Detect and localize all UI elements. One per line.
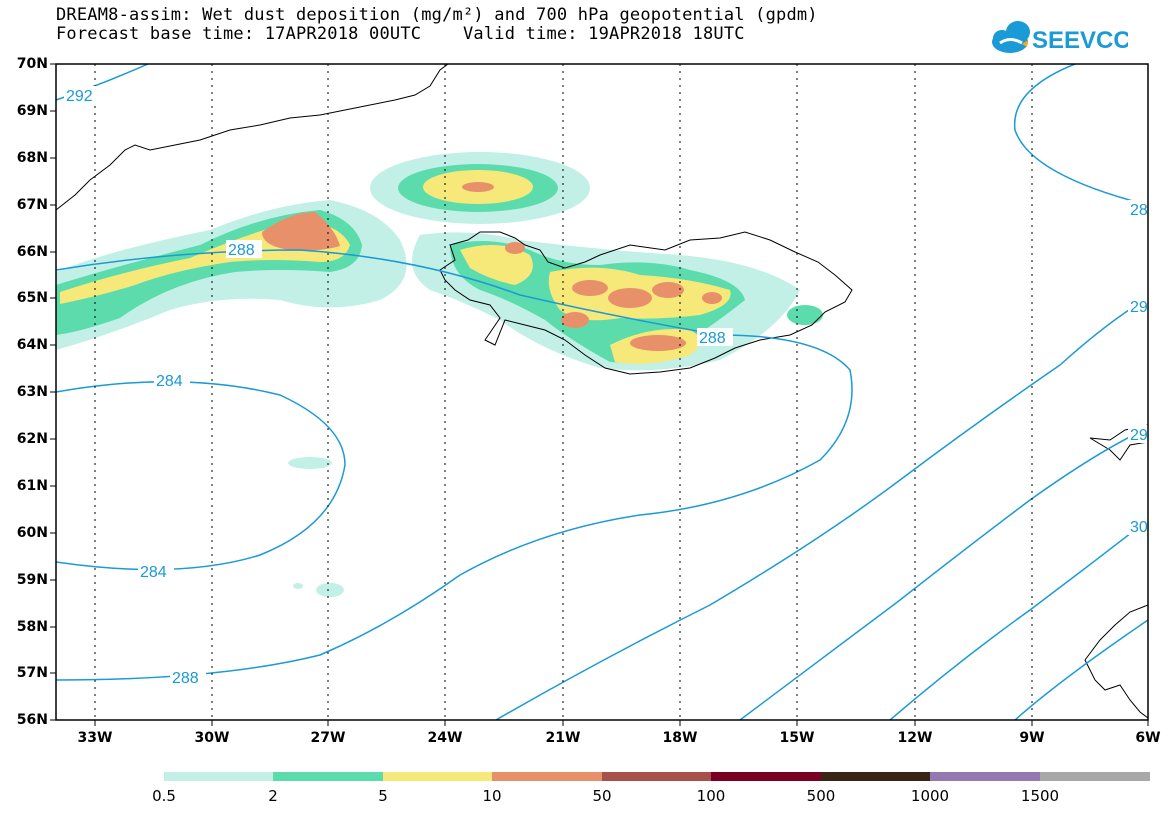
colorbar-label: 1500 [1020, 787, 1060, 805]
greenland-coast [56, 64, 449, 211]
colorbar-swatch [1040, 772, 1150, 781]
map-subtitle: Forecast base time: 17APR2018 00UTC Vali… [56, 24, 745, 44]
contour-label: 288 [699, 330, 726, 347]
graticule [94, 64, 1033, 720]
lat-label: 56N [16, 712, 48, 728]
lat-label: 68N [16, 150, 48, 166]
dust-shade-lvl4 [262, 212, 340, 251]
lat-label: 63N [16, 384, 48, 400]
dust-shade-lvl4 [572, 280, 608, 296]
dust-shade-lvl4 [608, 288, 652, 308]
lon-label: 30W [194, 730, 230, 746]
colorbar-swatch [164, 772, 273, 781]
lon-label: 33W [77, 730, 113, 746]
colorbar-label: 2 [268, 787, 278, 805]
contour-284 [56, 380, 346, 571]
colorbar-swatch [602, 772, 711, 781]
lat-label: 64N [16, 337, 48, 353]
lon-label: 21W [545, 730, 581, 746]
contour-label: 28 [1130, 202, 1148, 219]
colorbar-label: 100 [696, 787, 726, 805]
dust-shade-lvl1 [288, 457, 332, 469]
colorbar-swatch [930, 772, 1040, 781]
lon-label: 18W [662, 730, 698, 746]
lat-label: 70N [16, 56, 48, 72]
dust-shade-lvl4 [702, 292, 722, 304]
lat-label: 66N [16, 244, 48, 260]
coastlines [56, 64, 1148, 719]
lat-label: 61N [16, 478, 48, 494]
colorbar-label: 10 [482, 787, 502, 805]
seevccc-logo: SEEVCCC [992, 21, 1128, 54]
lon-label: 15W [779, 730, 815, 746]
contour-300-e [889, 519, 1148, 720]
lon-label: 27W [310, 730, 346, 746]
contour-296-e [739, 427, 1148, 720]
dust-shade-lvl4 [462, 182, 494, 192]
colorbar-label: 50 [592, 787, 612, 805]
cloud-icon [992, 21, 1030, 53]
colorbar-swatch [383, 772, 492, 781]
map-title: DREAM8-assim: Wet dust deposition (mg/m²… [56, 5, 818, 25]
dust-shade-lvl1 [316, 583, 344, 597]
contour-label: 30 [1130, 519, 1148, 536]
lat-label: 65N [16, 290, 48, 306]
colorbar-swatch [273, 772, 383, 781]
contour-304-e [1014, 619, 1148, 720]
contour-label: 292 [66, 88, 93, 105]
colorbar-label: 5 [378, 787, 388, 805]
contour-label: 29 [1130, 427, 1148, 444]
lat-label: 69N [16, 103, 48, 119]
norway-coast [1089, 424, 1148, 461]
lat-label: 60N [16, 525, 48, 541]
colorbar-label: 1000 [910, 787, 950, 805]
norway-coast-south [1084, 604, 1148, 719]
lon-label: 6W [1135, 730, 1161, 746]
dust-shade-lvl4 [505, 242, 525, 254]
map-frame [55, 63, 1149, 721]
contour-label: 288 [228, 242, 255, 259]
colorbar-label: 0.5 [152, 787, 176, 805]
colorbar-swatch [492, 772, 602, 781]
lat-label: 62N [16, 431, 48, 447]
contour-292-e [495, 297, 1148, 720]
contour-label: 284 [140, 564, 167, 581]
contour-ne [1013, 64, 1148, 206]
iceland-coast [439, 231, 853, 375]
colorbar [164, 772, 1150, 781]
dust-shade-lvl2 [787, 305, 823, 325]
lat-label: 67N [16, 197, 48, 213]
dust-shade-lvl3 [460, 245, 533, 285]
lat-label: 57N [16, 665, 48, 681]
lon-label: 9W [1019, 730, 1045, 746]
dust-shade-lvl4 [561, 312, 589, 328]
contour-288-main [56, 249, 853, 681]
contour-label-group: 292 288 288 284 284 288 28 29 29 30 [64, 86, 1148, 687]
colorbar-swatch [711, 772, 821, 781]
lat-label: 59N [16, 572, 48, 588]
lon-label: 12W [897, 730, 933, 746]
logo-text: SEEVCCC [1032, 27, 1128, 54]
dust-shade-lvl4 [652, 282, 684, 298]
lat-label: 58N [16, 619, 48, 635]
dust-shade-lvl4 [630, 335, 686, 351]
colorbar-swatch [821, 772, 930, 781]
axis-ticks [50, 63, 1149, 726]
colorbar-label: 500 [806, 787, 836, 805]
contour-label: 284 [156, 373, 183, 390]
dust-shade-lvl1 [293, 583, 303, 589]
contour-label: 29 [1130, 299, 1148, 316]
contour-label: 288 [172, 670, 199, 687]
lon-label: 24W [427, 730, 463, 746]
geopotential-contours [56, 64, 1148, 720]
